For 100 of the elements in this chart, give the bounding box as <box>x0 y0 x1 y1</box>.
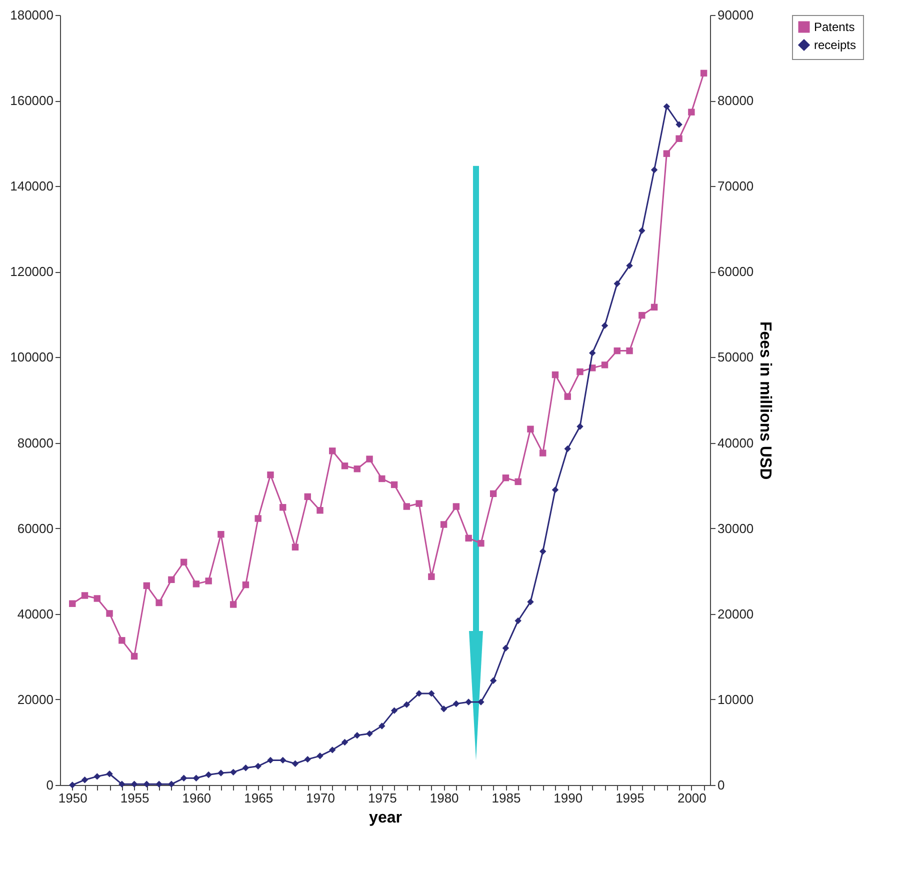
point <box>280 756 286 764</box>
point <box>242 764 250 772</box>
point <box>316 507 324 514</box>
y-tick-label: 60000 <box>17 520 54 536</box>
point <box>94 773 100 780</box>
point <box>205 578 212 584</box>
point <box>329 746 336 754</box>
y2-tick-label: 50000 <box>718 350 754 365</box>
y2-tick-label: 70000 <box>718 178 754 194</box>
point <box>428 690 435 697</box>
point <box>254 515 262 522</box>
y-tick-label: 80000 <box>17 435 54 450</box>
point <box>81 776 88 784</box>
y-tick-label: 120000 <box>10 264 54 280</box>
point <box>341 738 348 746</box>
point <box>601 322 608 329</box>
point <box>267 756 274 764</box>
point <box>180 558 188 566</box>
point <box>106 770 113 778</box>
point <box>601 362 608 368</box>
x-tick-label: 1985 <box>492 790 521 806</box>
point <box>230 601 237 608</box>
x-tick-label: 1950 <box>58 790 88 806</box>
point <box>378 722 386 730</box>
y2-tick-label: 10000 <box>718 692 754 707</box>
point <box>118 780 126 788</box>
point <box>676 121 682 128</box>
point <box>81 592 88 599</box>
point <box>626 262 633 270</box>
y2-tick-label: 0 <box>718 778 725 792</box>
point <box>564 445 571 452</box>
x-tick-label: 1965 <box>244 790 274 806</box>
point <box>218 770 224 776</box>
point <box>478 540 484 547</box>
x-axis-title: year <box>369 810 402 826</box>
point <box>390 707 398 714</box>
point <box>614 347 620 354</box>
point <box>94 595 100 602</box>
point <box>440 706 448 712</box>
point <box>130 780 138 788</box>
point <box>465 534 472 542</box>
point <box>168 780 175 788</box>
point <box>452 700 460 708</box>
legend-label: Patents <box>814 20 855 34</box>
point <box>576 368 584 376</box>
y2-tick-label: 20000 <box>718 606 754 622</box>
point <box>366 456 373 462</box>
point <box>663 103 670 110</box>
point <box>663 150 670 157</box>
y2-tick-label: 30000 <box>718 520 754 536</box>
point <box>527 426 534 432</box>
point <box>106 610 113 617</box>
y-tick-label: 20000 <box>17 692 54 707</box>
point <box>614 280 620 287</box>
point <box>502 644 510 652</box>
point <box>192 774 200 782</box>
point <box>700 70 708 77</box>
point <box>527 598 534 606</box>
point <box>378 475 386 482</box>
x-tick-label: 2000 <box>677 790 706 806</box>
point <box>416 500 422 507</box>
point <box>514 617 522 624</box>
point <box>416 690 422 697</box>
point <box>403 503 410 510</box>
point <box>304 756 311 763</box>
point <box>390 481 398 488</box>
point <box>514 478 522 486</box>
point <box>576 423 584 430</box>
x-tick-label: 1980 <box>430 790 459 806</box>
y-tick-label: 0 <box>46 778 54 792</box>
point <box>540 548 546 555</box>
y-tick-label: 180000 <box>10 8 54 22</box>
point <box>502 474 510 482</box>
point <box>626 347 633 354</box>
point <box>69 782 76 788</box>
point <box>552 371 559 378</box>
point <box>688 108 695 116</box>
point <box>478 698 484 706</box>
point <box>490 490 497 498</box>
point <box>143 780 150 788</box>
point <box>69 600 76 607</box>
point <box>280 504 286 511</box>
point <box>205 771 212 778</box>
x-tick-label: 1990 <box>554 790 583 806</box>
point <box>354 732 360 739</box>
point <box>218 530 224 538</box>
y2-tick-label: 40000 <box>718 435 754 450</box>
y-tick-label: 100000 <box>10 350 54 365</box>
point <box>156 599 162 606</box>
legend-label: receipts <box>814 38 856 52</box>
y2-tick-label: 80000 <box>718 93 754 108</box>
y-tick-label: 140000 <box>10 178 54 194</box>
point <box>490 677 497 684</box>
point <box>267 472 274 478</box>
y2-tick-label: 90000 <box>718 8 754 22</box>
x-tick-label: 1995 <box>616 790 644 806</box>
point <box>638 312 646 319</box>
point <box>676 135 682 142</box>
y-tick-label: 40000 <box>17 606 54 622</box>
point <box>254 762 262 770</box>
